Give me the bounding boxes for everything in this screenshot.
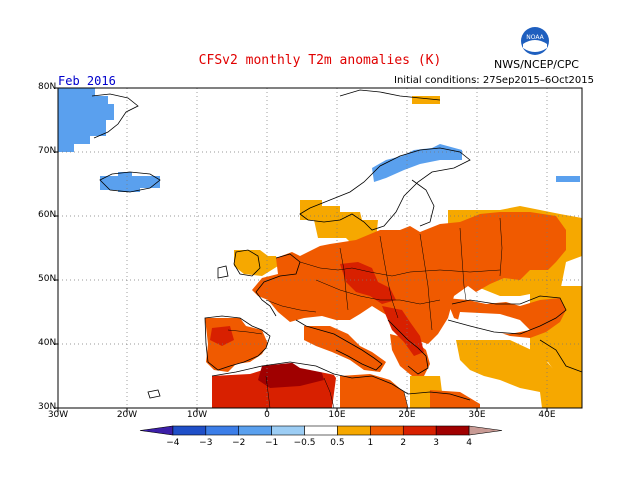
colorbar-label-8: 3 — [433, 438, 440, 448]
colorbar-cell-8 — [402, 425, 437, 436]
noaa-logo: NOAA — [521, 27, 549, 55]
colorbar-label-5: 0.5 — [330, 438, 345, 448]
colorbar-label-3: −1 — [264, 438, 279, 448]
country-borders — [227, 217, 503, 409]
colorbar-label-0: −4 — [166, 438, 180, 448]
lon-label-0: 0 — [264, 410, 270, 420]
colorbar-cell-2 — [205, 425, 240, 436]
colorbar-cell-0 — [139, 425, 174, 436]
colorbar-label-2: −2 — [232, 438, 246, 448]
initial-conditions: Initial conditions: 27Sep2015–6Oct2015 — [394, 75, 594, 86]
colorbar-cell-9 — [435, 425, 470, 436]
lat-label-50n: 50N — [38, 274, 57, 284]
lon-label-10w: 10W — [186, 410, 208, 420]
month-label: Feb 2016 — [58, 74, 116, 88]
colorbar-label-9: 4 — [466, 438, 472, 448]
lon-label-20e: 20E — [398, 410, 416, 420]
colorbar-cell-4 — [271, 425, 305, 436]
colorbar-label-4: −0.5 — [293, 438, 316, 448]
lat-label-60n: 60N — [38, 210, 57, 220]
coastlines — [91, 89, 583, 401]
lon-label-30w: 30W — [47, 410, 69, 420]
lat-label-70n: 70N — [38, 146, 57, 156]
lat-label-40n: 40N — [38, 338, 57, 348]
map-title: CFSv2 monthly T2m anomalies (K) — [198, 53, 442, 68]
colorbar-cell-3 — [238, 425, 272, 436]
colorbar-cell-10 — [468, 425, 503, 436]
lon-label-10e: 10E — [328, 410, 346, 420]
colorbar-label-6: 1 — [367, 438, 374, 448]
org-label: NWS/NCEP/CPC — [494, 58, 579, 71]
colorbar-cell-5 — [304, 425, 338, 436]
colorbar-label-7: 2 — [400, 438, 407, 448]
lon-label-20w: 20W — [116, 410, 138, 420]
colorbar-cell-6 — [337, 425, 371, 436]
lat-label-30n: 30N — [38, 402, 57, 412]
colorbar-cell-1 — [172, 425, 207, 436]
lon-label-40e: 40E — [538, 410, 556, 420]
colorbar-label-1: −3 — [199, 438, 213, 448]
colorbar-cell-7 — [370, 425, 404, 436]
noaa-logo-text: NOAA — [526, 34, 544, 41]
map-grid — [58, 88, 582, 408]
lat-label-80n: 80N — [38, 82, 57, 92]
lon-label-30e: 30E — [468, 410, 486, 420]
